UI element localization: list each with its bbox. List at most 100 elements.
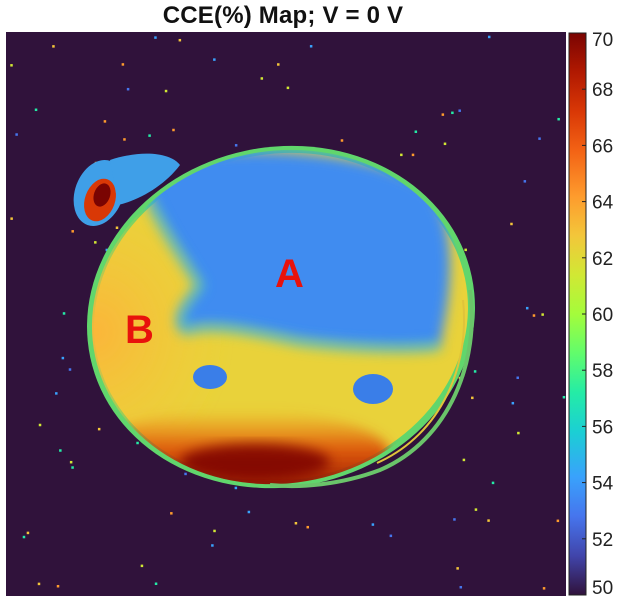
noise-speck xyxy=(562,395,566,399)
noise-speck xyxy=(38,423,42,427)
noise-speck xyxy=(260,77,264,80)
noise-speck xyxy=(170,512,173,515)
noise-speck xyxy=(71,230,74,233)
noise-speck xyxy=(471,396,474,400)
noise-speck xyxy=(178,38,182,42)
noise-speck xyxy=(487,519,490,522)
colorbar-tick-label: 58 xyxy=(592,361,613,382)
noise-speck xyxy=(441,113,445,116)
noise-speck xyxy=(473,370,477,373)
colorbar-tick-label: 54 xyxy=(592,474,614,495)
noise-speck xyxy=(148,134,151,137)
noise-speck xyxy=(126,87,130,91)
noise-speck xyxy=(414,130,418,133)
noise-speck xyxy=(556,519,560,523)
chart-title: CCE(%) Map; V = 0 V xyxy=(162,2,404,29)
noise-speck xyxy=(462,458,466,462)
noise-speck xyxy=(164,89,168,93)
noise-speck xyxy=(451,111,454,115)
noise-speck xyxy=(523,180,527,183)
region-a-label: A xyxy=(275,252,304,296)
noise-speck xyxy=(411,153,415,157)
region-a-area xyxy=(150,151,450,348)
noise-speck xyxy=(15,133,18,136)
colorbar-tick-label: 62 xyxy=(592,249,613,270)
noise-speck xyxy=(37,582,41,586)
noise-speck xyxy=(538,137,541,140)
noise-speck xyxy=(458,109,461,112)
noise-speck xyxy=(309,45,313,48)
noise-speck xyxy=(56,584,60,588)
noise-speck xyxy=(123,138,126,141)
noise-speck xyxy=(105,248,109,252)
colorbar-tick-label: 52 xyxy=(592,530,613,551)
colorbar-tick-label: 66 xyxy=(592,136,613,157)
noise-speck xyxy=(115,226,119,230)
noise-speck xyxy=(487,35,491,39)
noise-speck xyxy=(294,521,298,525)
colorbar-tick-label: 68 xyxy=(592,80,613,101)
noise-speck xyxy=(55,392,58,395)
colorbar-tick-label: 60 xyxy=(592,305,613,326)
noise-speck xyxy=(69,460,73,464)
noise-speck xyxy=(510,222,513,226)
noise-speck xyxy=(474,508,478,511)
noise-speck xyxy=(10,217,13,220)
noise-speck xyxy=(371,523,375,526)
blue-spot-left xyxy=(193,365,227,389)
noise-speck xyxy=(121,63,125,66)
noise-speck xyxy=(491,481,495,485)
noise-speck xyxy=(389,534,393,538)
noise-speck xyxy=(541,313,544,316)
blue-spot-right xyxy=(353,374,393,404)
colorbar-tick-label: 64 xyxy=(592,193,614,214)
noise-speck xyxy=(62,312,66,315)
noise-speck xyxy=(542,587,546,590)
noise-speck xyxy=(154,582,158,586)
noise-speck xyxy=(103,120,107,123)
noise-speck xyxy=(443,142,447,146)
noise-speck xyxy=(22,535,26,539)
noise-speck xyxy=(71,466,74,469)
noise-speck xyxy=(68,368,72,371)
noise-speck xyxy=(172,128,175,132)
colorbar-tick-label: 70 xyxy=(592,30,613,51)
outer-rim-arc xyxy=(269,289,474,489)
noise-speck xyxy=(26,531,30,535)
noise-speck xyxy=(10,64,13,67)
colorbar-ticks: 50 52 54 56 58 60 62 64 66 68 70 xyxy=(582,30,614,599)
noise-speck xyxy=(286,86,290,90)
noise-speck xyxy=(277,63,280,66)
noise-speck xyxy=(234,486,238,490)
noise-speck xyxy=(61,356,65,360)
noise-speck xyxy=(140,564,144,568)
region-b-label: B xyxy=(125,308,154,352)
noise-speck xyxy=(59,449,62,452)
noise-speck xyxy=(154,36,157,39)
noise-speck xyxy=(525,306,529,310)
noise-speck xyxy=(94,241,97,244)
noise-speck xyxy=(136,441,139,445)
noise-speck xyxy=(516,376,519,380)
noise-speck xyxy=(557,117,560,121)
noise-speck xyxy=(511,401,515,405)
noise-speck xyxy=(340,139,344,142)
noise-speck xyxy=(306,525,310,529)
noise-speck xyxy=(184,472,187,476)
noise-speck xyxy=(97,427,101,431)
colorbar-tick-label: 56 xyxy=(592,417,613,438)
noise-speck xyxy=(456,567,459,570)
noise-speck xyxy=(213,529,216,533)
noise-speck xyxy=(234,144,238,147)
noise-speck xyxy=(34,108,38,112)
noise-speck xyxy=(517,431,520,435)
noise-speck xyxy=(213,58,216,61)
noise-speck xyxy=(532,314,536,317)
noise-speck xyxy=(459,585,463,589)
noise-speck xyxy=(247,510,251,514)
noise-speck xyxy=(211,544,214,547)
noise-speck xyxy=(453,518,456,521)
noise-speck xyxy=(464,248,467,252)
noise-speck xyxy=(52,45,55,48)
